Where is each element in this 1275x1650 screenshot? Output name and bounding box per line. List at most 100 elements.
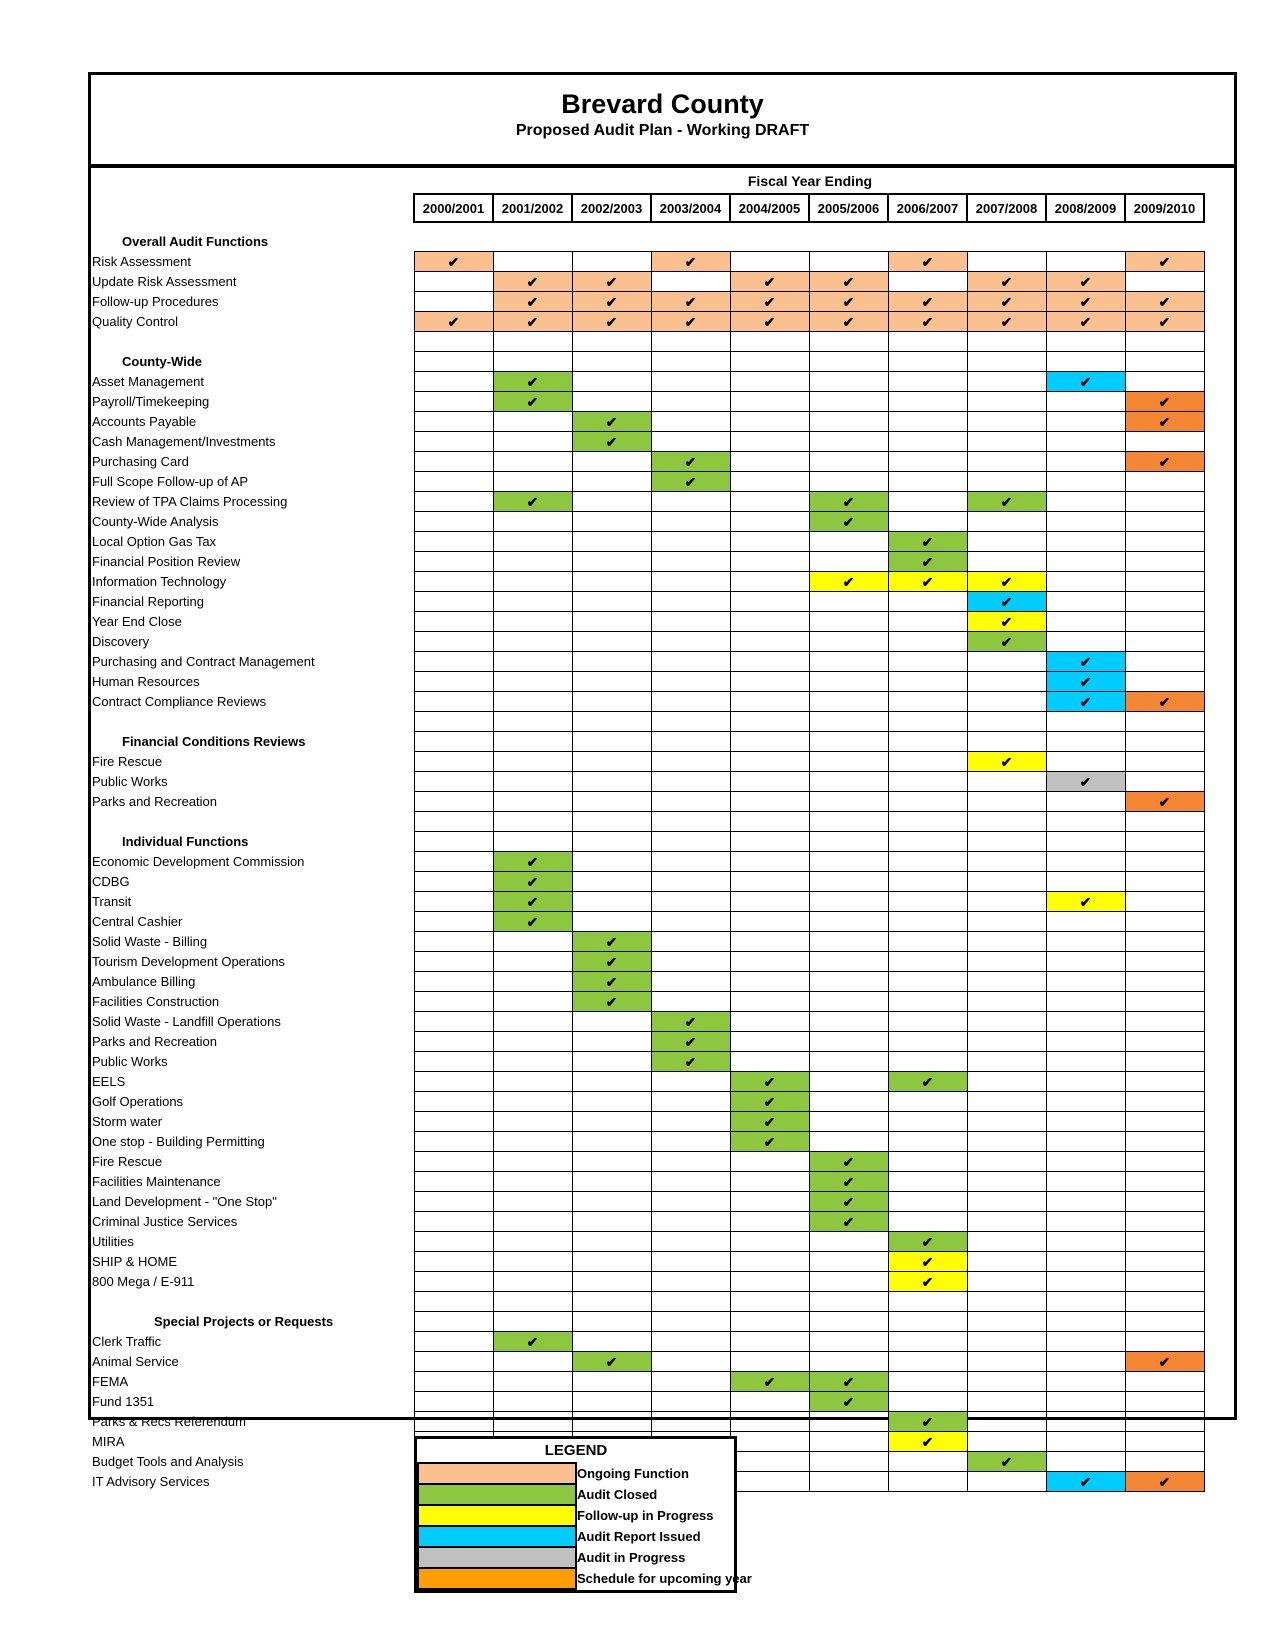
year-cell (966, 931, 1047, 952)
status-cell-closed: ✔ (492, 1331, 573, 1352)
year-cell (729, 771, 810, 792)
year-cell (887, 1331, 968, 1352)
status-cell-closed: ✔ (650, 1031, 731, 1052)
year-cell (413, 411, 494, 432)
year-cell (729, 951, 810, 972)
separator-row (92, 711, 1205, 732)
year-header-2005-2006: 2005/2006 (808, 193, 889, 223)
year-cell (966, 1151, 1047, 1172)
year-cell (887, 1391, 968, 1412)
separator-row (92, 331, 1205, 352)
year-cell (650, 391, 731, 412)
year-cell (1124, 991, 1205, 1012)
legend-swatch-followup (417, 1504, 577, 1527)
year-cell (413, 591, 494, 612)
row-label (92, 222, 414, 232)
year-cell (966, 1411, 1047, 1432)
row-label: IT Advisory Services (92, 1474, 210, 1489)
year-cell (966, 371, 1047, 392)
table-row: CDBG ✔ (92, 871, 1205, 892)
year-cell (650, 591, 731, 612)
year-cell (650, 1391, 731, 1412)
year-cell (966, 891, 1047, 912)
year-cell (571, 731, 652, 752)
year-cell (650, 731, 731, 752)
year-cell (1045, 1111, 1126, 1132)
year-cell (966, 1331, 1047, 1352)
year-cell (808, 1071, 889, 1092)
status-cell-closed: ✔ (887, 531, 968, 552)
year-cell (492, 1371, 573, 1392)
year-cell (1124, 671, 1205, 692)
row-label: Parks and Recreation (92, 1034, 218, 1049)
year-cell (966, 1371, 1047, 1392)
year-cell (413, 1411, 494, 1432)
year-cell (650, 1211, 731, 1232)
year-cell (1124, 371, 1205, 392)
table-row: Cash Management/Investments ✔ (92, 431, 1205, 452)
row-label: Criminal Justice Services (92, 1214, 238, 1229)
year-cell (1045, 1011, 1126, 1032)
year-cell (729, 891, 810, 912)
year-cell (808, 771, 889, 792)
year-cell (808, 1091, 889, 1112)
year-cell (887, 331, 968, 352)
year-cell (1124, 1031, 1205, 1052)
year-cell (808, 1251, 889, 1272)
year-cell (413, 1131, 494, 1152)
year-cell (413, 1271, 494, 1292)
year-cell (492, 751, 573, 772)
year-cell (729, 1271, 810, 1292)
year-cell (571, 531, 652, 552)
year-cell (650, 411, 731, 432)
year-cell (492, 1211, 573, 1232)
table-row: Local Option Gas Tax ✔ (92, 531, 1205, 552)
year-cell (571, 811, 652, 832)
table-row: Information Technology ✔ ✔ ✔ (92, 571, 1205, 592)
year-cell (650, 911, 731, 932)
year-cell (1124, 1251, 1205, 1272)
table-row: Accounts Payable ✔ ✔ (92, 411, 1205, 432)
status-cell-ongoing: ✔ (887, 291, 968, 312)
year-cell (1124, 1331, 1205, 1352)
year-cell (966, 1131, 1047, 1152)
year-header-2004-2005: 2004/2005 (729, 193, 810, 223)
year-cell (808, 1451, 889, 1472)
year-cell (571, 1151, 652, 1172)
year-cell (1124, 1191, 1205, 1212)
year-cell (1124, 351, 1205, 372)
year-cell (808, 791, 889, 812)
year-cell (967, 222, 1046, 232)
status-cell-closed: ✔ (492, 891, 573, 912)
year-cell (729, 411, 810, 432)
year-cell (571, 471, 652, 492)
status-cell-ongoing: ✔ (413, 251, 494, 272)
year-cell (650, 671, 731, 692)
year-cell (413, 831, 494, 852)
year-cell (1045, 251, 1126, 272)
year-cell (887, 731, 968, 752)
year-cell (651, 232, 730, 252)
year-cell (413, 351, 494, 372)
year-cell (650, 711, 731, 732)
year-cell (1045, 851, 1126, 872)
year-cell (413, 1071, 494, 1092)
table-row: Clerk Traffic ✔ (92, 1331, 1205, 1352)
year-cell (571, 891, 652, 912)
year-cell (887, 591, 968, 612)
year-cell (492, 1071, 573, 1092)
year-cell (887, 831, 968, 852)
year-cell (887, 271, 968, 292)
year-cell (966, 251, 1047, 272)
year-cell (808, 351, 889, 372)
section-label: Special Projects or Requests (154, 1314, 334, 1329)
year-cell (492, 571, 573, 592)
year-cell (492, 1111, 573, 1132)
year-cell (413, 1171, 494, 1192)
year-cell (967, 232, 1046, 252)
row-label: Quality Control (92, 314, 178, 329)
status-cell-ongoing: ✔ (1045, 291, 1126, 312)
year-cell (966, 1011, 1047, 1032)
year-cell (729, 471, 810, 492)
year-cell (650, 511, 731, 532)
